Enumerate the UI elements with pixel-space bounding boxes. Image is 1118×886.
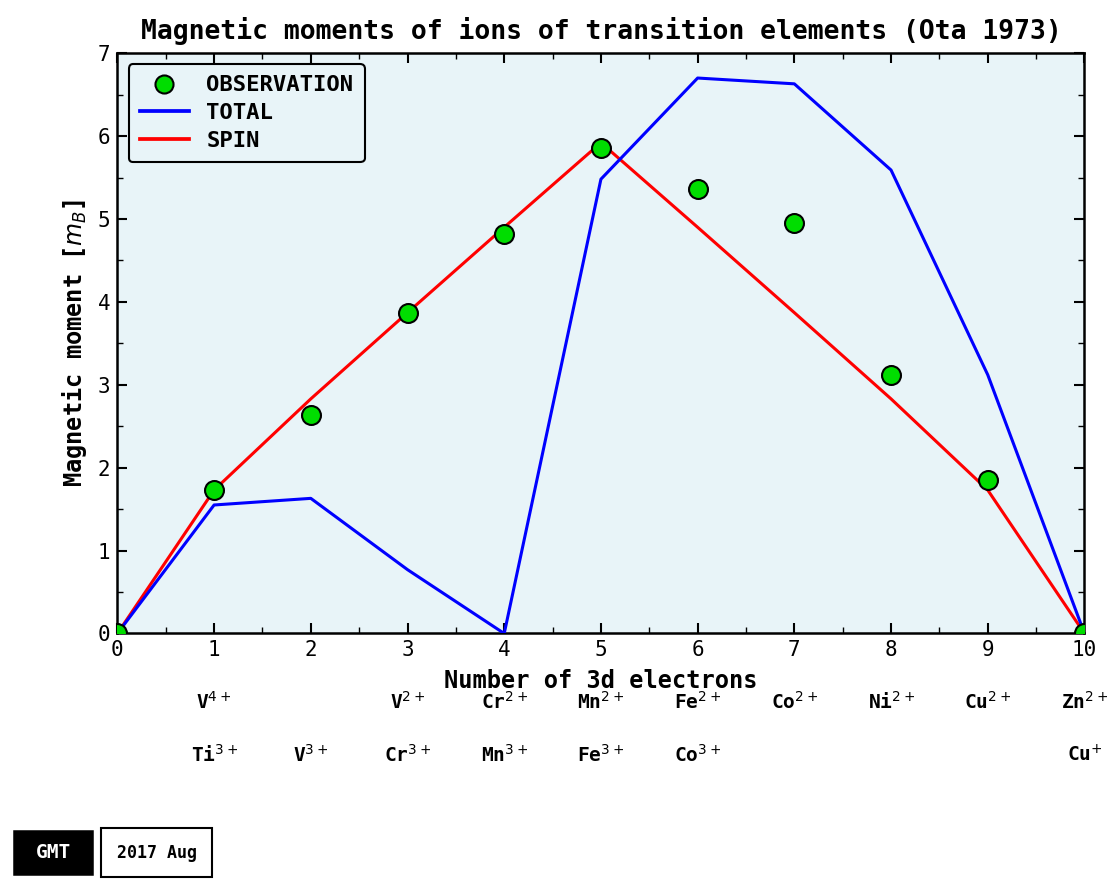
X-axis label: Number of 3d electrons: Number of 3d electrons: [444, 669, 758, 693]
Text: GMT: GMT: [36, 843, 70, 862]
Point: [495, 227, 513, 241]
Point: [593, 141, 610, 155]
Text: Co$^{2+}$: Co$^{2+}$: [770, 691, 818, 712]
Text: Ti$^{3+}$: Ti$^{3+}$: [190, 744, 238, 766]
Point: [302, 408, 320, 423]
Point: [785, 216, 803, 230]
Text: V$^{2+}$: V$^{2+}$: [390, 691, 425, 712]
Text: Fe$^{2+}$: Fe$^{2+}$: [674, 691, 721, 712]
Text: 2017 Aug: 2017 Aug: [116, 843, 197, 862]
Text: Zn$^{2+}$: Zn$^{2+}$: [1061, 691, 1108, 712]
Text: Mn$^{2+}$: Mn$^{2+}$: [577, 691, 625, 712]
Text: V$^{3+}$: V$^{3+}$: [293, 744, 329, 766]
Point: [979, 473, 997, 487]
Text: Ni$^{2+}$: Ni$^{2+}$: [868, 691, 915, 712]
Point: [399, 306, 417, 320]
Point: [108, 626, 126, 641]
Text: Co$^{3+}$: Co$^{3+}$: [674, 744, 721, 766]
Text: Mn$^{3+}$: Mn$^{3+}$: [481, 744, 528, 766]
Text: Cu$^{2+}$: Cu$^{2+}$: [964, 691, 1012, 712]
Point: [689, 182, 707, 196]
Y-axis label: Magnetic moment [$\mathit{m_B}$]: Magnetic moment [$\mathit{m_B}$]: [60, 199, 89, 487]
Title: Magnetic moments of ions of transition elements (Ota 1973): Magnetic moments of ions of transition e…: [141, 17, 1061, 45]
Legend: OBSERVATION, TOTAL, SPIN: OBSERVATION, TOTAL, SPIN: [129, 65, 364, 162]
Point: [206, 483, 224, 497]
Point: [882, 368, 900, 382]
Point: [1076, 626, 1093, 641]
Text: Cu$^{+}$: Cu$^{+}$: [1067, 744, 1102, 766]
Text: Cr$^{3+}$: Cr$^{3+}$: [383, 744, 432, 766]
Text: V$^{4+}$: V$^{4+}$: [197, 691, 231, 712]
Text: Cr$^{2+}$: Cr$^{2+}$: [481, 691, 528, 712]
Text: Fe$^{3+}$: Fe$^{3+}$: [577, 744, 625, 766]
